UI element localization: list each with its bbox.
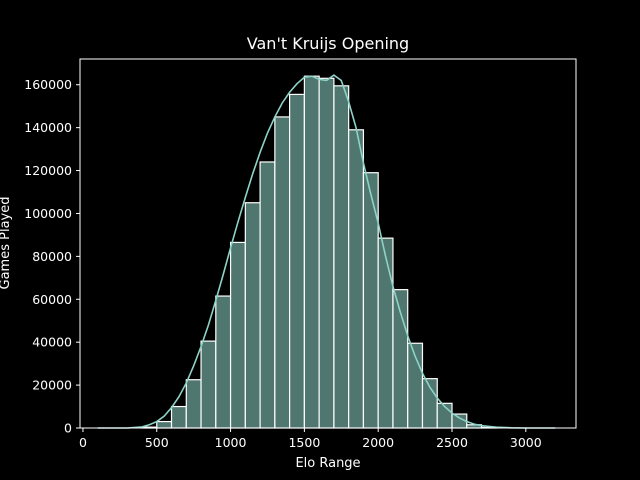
histogram-bar [318,77,335,429]
histogram-bar [348,129,365,429]
histogram-bar [215,295,232,429]
x-axis: 0 500 1000 1500 2000 2500 3000 [79,428,542,450]
y-tick-label: 80000 [32,249,72,264]
x-tick-label: 1000 [215,435,247,450]
x-tick-label: 1500 [288,435,320,450]
y-axis: 0 20000 40000 60000 80000 100000 120000 140000 1… [24,77,80,436]
y-tick-label: 40000 [32,335,72,350]
histogram-bar [274,116,291,429]
histogram-bar [362,172,379,429]
x-tick-label: 2000 [362,435,394,450]
plot-frame [79,58,577,429]
bars-layer [141,75,497,429]
histogram-bar [229,241,246,429]
y-tick-label: 120000 [24,163,72,178]
y-tick-label: 0 [64,421,72,436]
x-tick-label: 0 [79,435,87,450]
histogram-bar [289,93,305,429]
x-axis-label: Elo Range [295,456,360,471]
y-tick-label: 160000 [24,77,72,92]
histogram-bar [303,75,320,429]
x-tick-label: 3000 [510,435,542,450]
y-axis-label: Games Played [0,197,13,290]
histogram-bar [200,340,217,429]
histogram-bar [333,85,350,429]
y-tick-label: 60000 [32,292,72,307]
chart-title: Van't Kruijs Opening [247,34,409,53]
y-tick-label: 20000 [32,378,72,393]
histogram-bar [170,405,187,429]
histogram-bar [244,202,261,429]
histogram-bar [377,237,394,429]
density-curve [97,74,556,429]
y-tick-label: 100000 [24,206,72,221]
histogram-bar [156,420,173,429]
histogram-bar [185,379,202,429]
histogram-bar [259,161,276,429]
x-tick-label: 2500 [436,435,468,450]
y-tick-label: 140000 [24,120,72,135]
x-tick-label: 500 [145,435,169,450]
